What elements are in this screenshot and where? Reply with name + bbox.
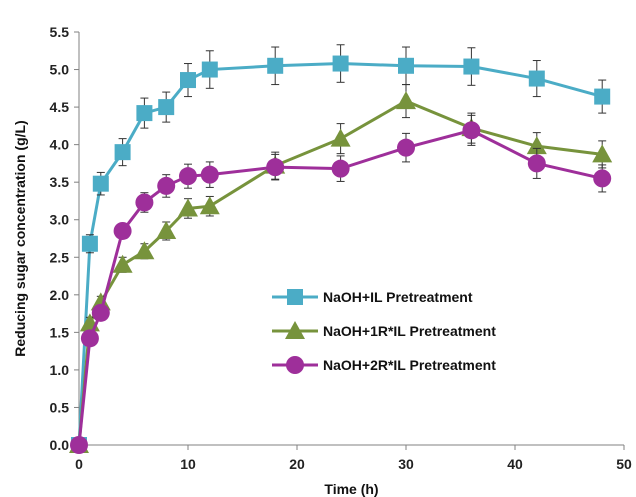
x-tick-label: 50 <box>616 456 632 472</box>
data-point <box>114 144 131 161</box>
data-point <box>113 221 132 240</box>
y-axis-title: Reducing sugar concentration (g/L) <box>12 120 28 356</box>
data-point <box>200 165 219 184</box>
data-point <box>398 57 414 74</box>
x-tick-label: 0 <box>75 456 83 472</box>
legend-item: NaOH+IL Pretreatment <box>272 289 473 305</box>
data-point <box>526 136 547 155</box>
data-point <box>91 303 110 322</box>
legend-item: NaOH+2R*IL Pretreatment <box>272 356 496 374</box>
series-layer <box>69 44 613 454</box>
x-tick-label: 10 <box>180 456 196 472</box>
data-point <box>593 169 612 188</box>
data-point <box>158 99 175 116</box>
y-tick-label: 3.5 <box>50 174 70 190</box>
data-point <box>112 254 133 273</box>
data-point <box>199 196 220 215</box>
data-point <box>135 193 154 212</box>
data-point <box>134 241 155 260</box>
data-point <box>157 176 176 195</box>
legend-item: NaOH+1R*IL Pretreatment <box>272 321 496 339</box>
data-point <box>92 175 109 192</box>
legend-label: NaOH+IL Pretreatment <box>323 289 473 305</box>
data-point <box>156 220 177 239</box>
data-point <box>330 128 351 147</box>
data-point <box>178 198 198 217</box>
x-tick-label: 20 <box>289 456 305 472</box>
data-point <box>266 158 285 177</box>
legend-marker <box>287 289 303 305</box>
y-tick-label: 4.5 <box>50 99 70 115</box>
data-point <box>332 55 349 72</box>
x-axis-title: Time (h) <box>324 481 378 497</box>
y-tick-label: 2.0 <box>50 287 70 303</box>
axes: 0.0 0.5 1.0 1.5 2.0 2.5 3.0 3.5 4.0 4.5 5.0 5.5 0 10 2… <box>50 24 632 472</box>
y-tick-label: 2.5 <box>50 249 70 265</box>
series-line <box>77 128 603 446</box>
legend-marker <box>286 356 304 374</box>
legend: NaOH+IL Pretreatment NaOH+1R*IL Pretreatm… <box>272 289 496 374</box>
data-point <box>180 72 196 89</box>
y-tick-label: 0.5 <box>50 399 70 415</box>
y-tick-label: 4.0 <box>50 137 70 153</box>
data-point <box>397 138 415 157</box>
data-point <box>527 154 546 173</box>
data-point <box>267 57 284 74</box>
data-point <box>396 91 416 110</box>
x-tick-label: 30 <box>398 456 414 472</box>
data-point <box>179 167 197 186</box>
y-tick-label: 3.0 <box>50 212 70 228</box>
legend-label: NaOH+1R*IL Pretreatment <box>323 323 496 339</box>
legend-marker <box>285 321 305 339</box>
y-tick-label: 5.5 <box>50 24 70 40</box>
data-point <box>331 159 350 178</box>
x-tick-label: 40 <box>507 456 523 472</box>
y-tick-label: 1.5 <box>50 324 70 340</box>
data-point <box>81 235 98 252</box>
data-point <box>592 144 613 163</box>
data-point <box>528 70 545 87</box>
data-point <box>70 436 88 454</box>
legend-label: NaOH+2R*IL Pretreatment <box>323 357 496 373</box>
data-point <box>80 329 99 348</box>
series-2 <box>69 84 613 453</box>
series-1 <box>71 44 611 453</box>
y-tick-label: 5.0 <box>50 62 70 78</box>
data-point <box>201 61 218 78</box>
y-tick-label: 1.0 <box>50 362 70 378</box>
data-point <box>463 58 480 75</box>
data-point <box>594 88 611 105</box>
y-tick-label: 0.0 <box>50 437 70 453</box>
data-point <box>136 105 153 122</box>
series-3 <box>70 114 612 454</box>
series-line <box>77 62 603 446</box>
data-point <box>462 121 481 140</box>
